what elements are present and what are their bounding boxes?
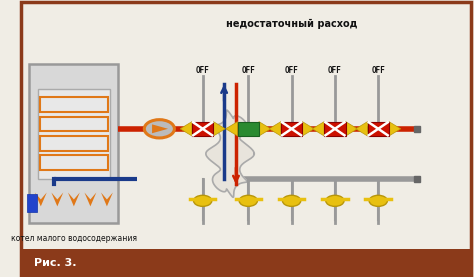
Bar [21,249,471,275]
Bar [40,136,108,151]
Polygon shape [35,193,47,206]
Polygon shape [302,122,314,136]
Text: OFF: OFF [285,66,299,75]
Text: OFF: OFF [196,66,210,75]
Text: OFF: OFF [371,66,385,75]
Polygon shape [68,193,80,206]
Polygon shape [84,193,96,206]
Circle shape [144,120,174,138]
Polygon shape [356,122,367,136]
Polygon shape [259,122,271,136]
Text: недостаточный расход: недостаточный расход [226,19,357,29]
Bar [27,194,37,212]
Polygon shape [206,110,254,197]
Bar [40,97,108,112]
Bar [29,64,118,223]
Bar [192,122,213,136]
Polygon shape [226,122,237,136]
Bar [281,122,302,136]
Text: Рис. 3.: Рис. 3. [34,258,76,268]
Bar [40,155,108,170]
Bar [40,117,108,132]
Bar [367,122,389,136]
Text: котел малого водосодержания: котел малого водосодержания [11,234,137,243]
Bar [324,122,346,136]
Circle shape [193,195,212,206]
Text: OFF: OFF [328,66,342,75]
Polygon shape [389,122,401,136]
Polygon shape [346,122,357,136]
Circle shape [369,195,387,206]
Polygon shape [51,193,63,206]
Polygon shape [152,124,168,133]
Polygon shape [213,122,225,136]
Bar [237,122,259,136]
Polygon shape [312,122,324,136]
Bar [37,89,110,179]
Polygon shape [180,122,192,136]
Circle shape [239,195,257,206]
Polygon shape [269,122,281,136]
Circle shape [326,195,344,206]
Circle shape [283,195,301,206]
Text: OFF: OFF [241,66,255,75]
Polygon shape [101,193,113,206]
